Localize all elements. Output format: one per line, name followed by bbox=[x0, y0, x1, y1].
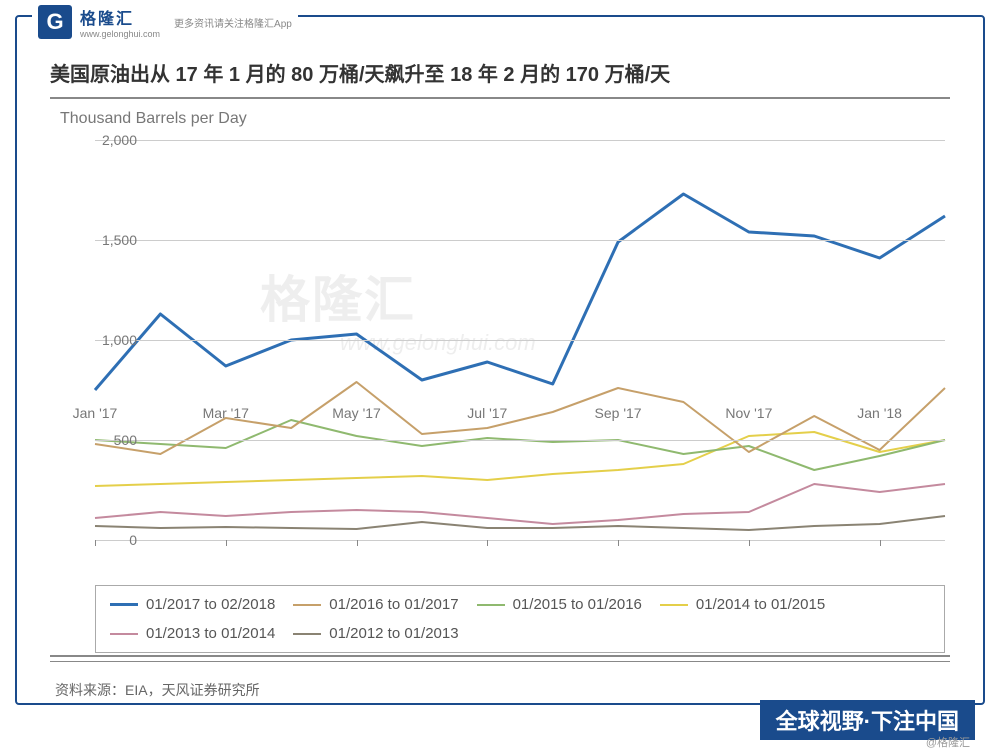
grid-line bbox=[95, 540, 945, 541]
legend-swatch bbox=[293, 604, 321, 606]
legend-item: 01/2012 to 01/2013 bbox=[293, 625, 458, 642]
series-line bbox=[95, 420, 945, 470]
ytick-label: 2,000 bbox=[102, 132, 137, 148]
chart-title-block: 美国原油出从 17 年 1 月的 80 万桶/天飙升至 18 年 2 月的 17… bbox=[50, 58, 950, 99]
xtick-label: Sep '17 bbox=[595, 405, 642, 421]
legend: 01/2017 to 02/2018 01/2016 to 01/2017 01/2… bbox=[95, 585, 945, 653]
legend-item: 01/2013 to 01/2014 bbox=[110, 625, 275, 642]
title-underline bbox=[50, 97, 950, 99]
brand-name: 格隆汇 bbox=[80, 5, 160, 29]
divider-thin bbox=[50, 661, 950, 662]
legend-label: 01/2012 to 01/2013 bbox=[329, 625, 458, 642]
ytick-label: 0 bbox=[129, 532, 137, 548]
xtick-label: Nov '17 bbox=[725, 405, 772, 421]
xtick-label: Mar '17 bbox=[203, 405, 249, 421]
brand-header: G 格隆汇 www.gelonghui.com 更多资讯请关注格隆汇App bbox=[32, 5, 298, 39]
ytick-label: 500 bbox=[114, 432, 137, 448]
source-text: 资料来源：EIA，天风证券研究所 bbox=[55, 680, 260, 700]
legend-item: 01/2015 to 01/2016 bbox=[477, 596, 642, 613]
legend-swatch bbox=[293, 633, 321, 635]
divider-thick bbox=[50, 655, 950, 657]
legend-swatch bbox=[110, 603, 138, 606]
ytick-label: 1,000 bbox=[102, 332, 137, 348]
xtick-label: Jul '17 bbox=[467, 405, 507, 421]
xtick-label: May '17 bbox=[332, 405, 381, 421]
legend-swatch bbox=[477, 604, 505, 606]
ytick-label: 1,500 bbox=[102, 232, 137, 248]
legend-item: 01/2017 to 02/2018 bbox=[110, 596, 275, 613]
legend-label: 01/2016 to 01/2017 bbox=[329, 596, 458, 613]
chart-title: 美国原油出从 17 年 1 月的 80 万桶/天飙升至 18 年 2 月的 17… bbox=[50, 58, 950, 97]
legend-label: 01/2017 to 02/2018 bbox=[146, 596, 275, 613]
series-line bbox=[95, 194, 945, 390]
logo-icon: G bbox=[38, 5, 72, 39]
y-axis-label: Thousand Barrels per Day bbox=[60, 110, 247, 128]
footer-handle: @格隆汇 bbox=[926, 734, 970, 750]
grid-line bbox=[95, 140, 945, 141]
grid-line bbox=[95, 340, 945, 341]
chart-plot-area bbox=[95, 140, 945, 540]
legend-label: 01/2015 to 01/2016 bbox=[513, 596, 642, 613]
series-line bbox=[95, 484, 945, 524]
xtick-label: Jan '18 bbox=[857, 405, 902, 421]
legend-item: 01/2014 to 01/2015 bbox=[660, 596, 825, 613]
legend-item: 01/2016 to 01/2017 bbox=[293, 596, 458, 613]
legend-swatch bbox=[110, 633, 138, 635]
brand-tagline: 更多资讯请关注格隆汇App bbox=[174, 15, 292, 30]
series-line bbox=[95, 516, 945, 530]
legend-swatch bbox=[660, 604, 688, 606]
xtick-label: Jan '17 bbox=[73, 405, 118, 421]
grid-line bbox=[95, 240, 945, 241]
brand-url: www.gelonghui.com bbox=[80, 29, 160, 39]
legend-label: 01/2013 to 01/2014 bbox=[146, 625, 275, 642]
legend-label: 01/2014 to 01/2015 bbox=[696, 596, 825, 613]
grid-line bbox=[95, 440, 945, 441]
